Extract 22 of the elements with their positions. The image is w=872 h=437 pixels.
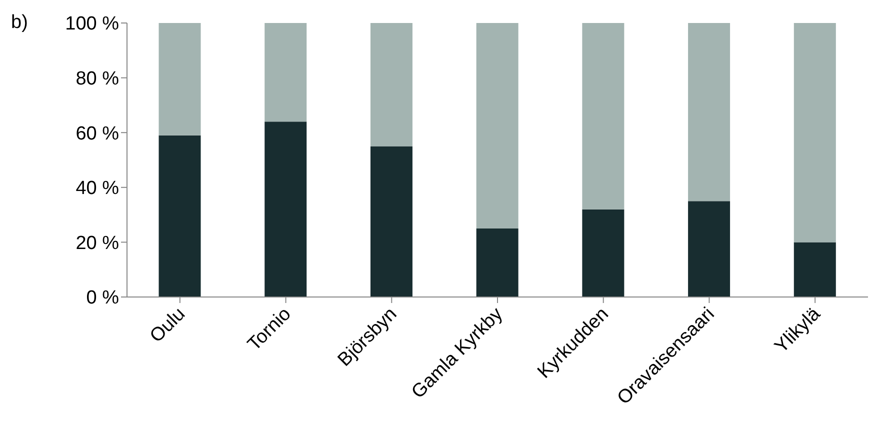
bar: [158, 23, 201, 136]
bar: [794, 23, 836, 242]
y-tick-label: 20 %: [76, 232, 120, 254]
bar: [158, 135, 201, 297]
bar: [794, 242, 836, 297]
bar: [264, 122, 307, 297]
bar: [370, 146, 412, 297]
bar: [264, 23, 307, 122]
bar: [582, 23, 624, 210]
y-tick-label: 0 %: [86, 288, 120, 309]
bar: [476, 228, 518, 297]
y-tick-label: 40 %: [76, 178, 120, 200]
y-tick-label: 80 %: [76, 68, 120, 90]
bar: [688, 201, 730, 297]
text: b): [11, 12, 28, 34]
bar: [582, 209, 624, 297]
bar: [688, 23, 730, 202]
y-tick-label: 100 %: [65, 14, 120, 35]
bar: [476, 23, 518, 228]
y-tick-label: 60 %: [76, 123, 120, 144]
x-tick-label: Oulu: [146, 304, 190, 347]
bar: [370, 23, 412, 146]
